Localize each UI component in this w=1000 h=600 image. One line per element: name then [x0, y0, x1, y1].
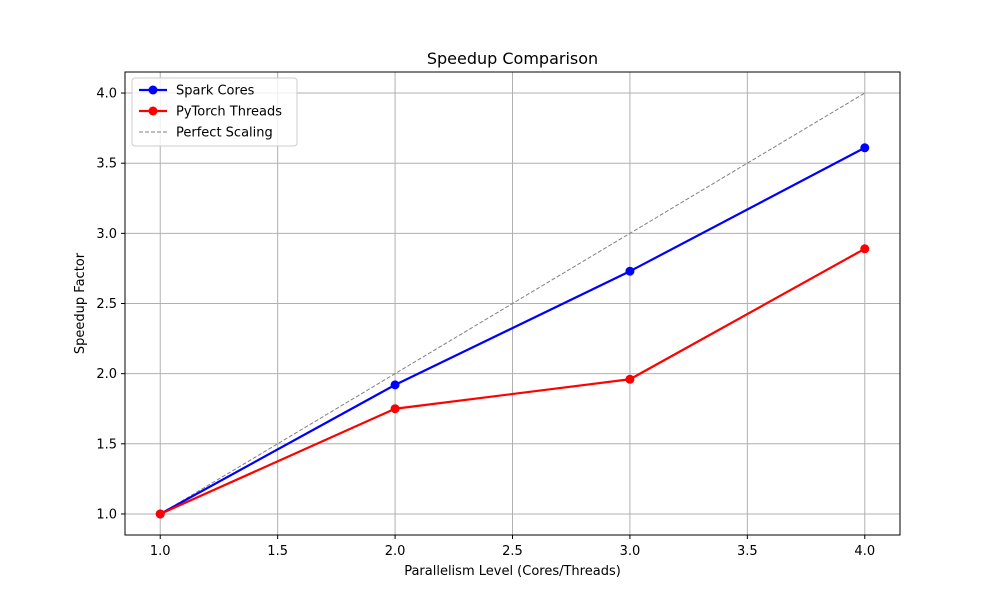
x-tick-label: 4.0 [854, 544, 875, 559]
data-point-spark-cores [860, 143, 870, 153]
y-tick-label: 3.5 [96, 157, 117, 172]
x-tick-label: 2.5 [502, 544, 523, 559]
x-tick-label: 3.5 [737, 544, 758, 559]
x-tick-label: 1.0 [150, 544, 171, 559]
series-pytorch-threads [155, 244, 870, 519]
legend-label-spark-cores: Spark Cores [176, 84, 255, 99]
y-tick-label: 2.0 [96, 367, 117, 382]
y-tick-label: 1.0 [96, 507, 117, 522]
x-axis-label: Parallelism Level (Cores/Threads) [404, 564, 621, 579]
series-line-pytorch-threads [159, 247, 866, 515]
data-point-pytorch-threads [155, 509, 165, 519]
series-perfect-scaling [159, 92, 866, 515]
y-tick-label: 2.5 [96, 297, 117, 312]
chart-title: Speedup Comparison [427, 49, 598, 68]
legend-marker-pytorch-threads [148, 106, 158, 116]
legend-label-pytorch-threads: PyTorch Threads [176, 105, 282, 120]
series-lines [155, 92, 870, 519]
axis-ticks: 1.0 1.5 2.0 2.5 3.0 3.5 4.0 1.0 1.5 2.0 2.5 3.0 3.5 4… [96, 87, 875, 559]
data-point-pytorch-threads [625, 374, 635, 384]
y-tick-label: 3.0 [96, 227, 117, 242]
legend-box [131, 77, 298, 147]
data-point-spark-cores [625, 266, 635, 276]
data-point-pytorch-threads [860, 244, 870, 254]
legend: Spark Cores PyTorch Threads Perfect Scalin… [131, 77, 298, 147]
legend-marker-spark-cores [148, 85, 158, 95]
x-tick-label: 1.5 [267, 544, 288, 559]
data-point-pytorch-threads [390, 404, 400, 414]
series-spark-cores [155, 143, 870, 519]
series-line-spark-cores [159, 146, 866, 515]
x-tick-label: 3.0 [620, 544, 641, 559]
y-axis-label: Speedup Factor [73, 252, 88, 354]
y-tick-label: 4.0 [96, 87, 117, 102]
data-point-spark-cores [390, 380, 400, 390]
x-tick-label: 2.0 [385, 544, 406, 559]
series-line-perfect-scaling [159, 92, 866, 515]
y-tick-label: 1.5 [96, 437, 117, 452]
legend-label-perfect-scaling: Perfect Scaling [176, 126, 273, 141]
